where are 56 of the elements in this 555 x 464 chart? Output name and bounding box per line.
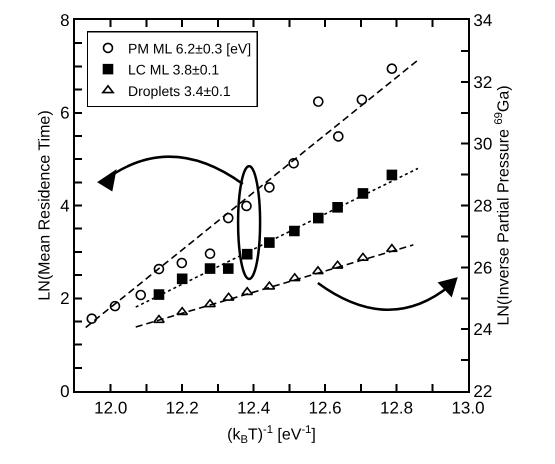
point [289,226,300,236]
point [241,286,254,296]
y-tick-label: 8 [60,10,70,30]
point [204,248,216,260]
y-tick-label: 2 [60,289,70,308]
point [332,260,344,269]
y2-tick-label: 30 [473,134,492,154]
point [288,158,299,169]
point [176,306,188,316]
point [386,244,398,252]
point [154,264,164,274]
point [263,281,276,290]
x-tick-label: 13.0 [451,398,485,418]
y2-tick-label: 32 [473,72,492,92]
point [86,313,98,324]
y-tick-label: 0 [60,382,70,401]
y-tick-label: 6 [60,104,70,123]
x-tick-label: 12.2 [166,398,199,418]
point [386,63,398,74]
x-tick-label: 12.6 [308,398,342,418]
y-tick-label: 4 [60,196,70,216]
point [222,212,234,224]
point [204,298,216,308]
point [241,200,252,212]
point [204,263,216,274]
point [154,289,164,300]
y2-tick-label: 24 [473,320,492,340]
legend-label: PM ML 6.2±0.3 [eV] [128,40,252,56]
legend-label: Droplets 3.4±0.1 [128,82,231,99]
y2-tick-label: 26 [473,258,492,278]
point [313,96,324,107]
x-tick-label: 12.4 [237,398,270,418]
point [176,258,188,268]
legend-label: LC ML 3.8±0.1 [128,62,220,78]
point [176,273,188,284]
point [264,237,275,248]
x-tick-label: 12.0 [94,398,128,418]
point [110,300,120,312]
point [386,170,398,180]
y2-tick-label: 34 [473,10,492,30]
point [356,94,368,106]
y2-tick-label: 28 [473,196,492,216]
x-axis-title: (k$_{B}$T)$^{-1}$ [eV$^{-1}$] [227,424,316,446]
point [222,263,234,274]
x-tick-label: 12.8 [380,398,414,418]
y2-tick-label: 22 [473,382,492,401]
point [242,248,253,260]
point [358,188,368,199]
point [222,292,235,301]
point [333,131,344,142]
y-axis-title: LN(Mean Residence Time) [36,110,54,301]
point [313,212,324,224]
point [332,202,343,213]
point [152,314,165,324]
point [264,182,275,193]
point [135,290,146,300]
